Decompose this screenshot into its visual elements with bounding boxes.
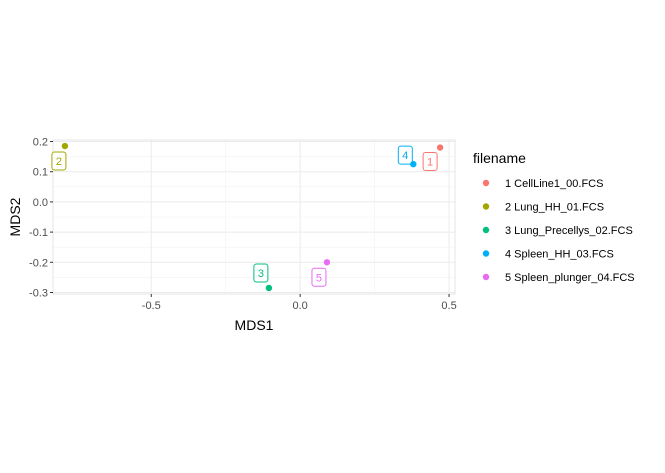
plot-border (52, 139, 456, 295)
point-label-box (311, 267, 327, 287)
plot-panel: 1 2 3 4 5 (51, 139, 456, 295)
legend-item-label: 1 CellLine1_00.FCS (505, 178, 603, 190)
legend-key (482, 250, 490, 257)
point-label-box (422, 152, 438, 172)
x-tick-label: -0.5 (142, 300, 161, 312)
point-label: 2 (56, 156, 62, 168)
y-tick-label: -0.3 (29, 287, 48, 299)
y-tick-label: 0.2 (33, 137, 48, 149)
legend-title: filename (473, 150, 526, 166)
x-tick-label: 0.0 (293, 300, 308, 312)
data-point (436, 144, 444, 151)
y-tick-label: 0.1 (33, 167, 48, 179)
legend-item-label: 3 Lung_Precellys_02.FCS (505, 225, 633, 237)
legend-item-label: 4 Spleen_HH_03.FCS (505, 249, 614, 261)
y-tick-label: 0.0 (33, 197, 48, 209)
y-tick-label: -0.1 (29, 227, 48, 239)
x-axis-ticks: -0.5 0.0 0.5 (142, 294, 457, 312)
data-point (410, 160, 417, 168)
data-point (61, 142, 69, 150)
legend-key (482, 179, 490, 187)
point-label-box (253, 263, 269, 283)
y-axis-title: MDS2 (7, 197, 23, 236)
legend-item-label: 5 Spleen_plunger_04.FCS (505, 272, 635, 284)
point-label-box (51, 151, 67, 171)
point-label-box (397, 145, 413, 165)
data-point (265, 284, 273, 292)
legend-key (482, 273, 490, 281)
x-axis-title: MDS1 (235, 317, 274, 333)
legend-key (482, 226, 490, 234)
point-label: 1 (427, 157, 433, 169)
legend-key (482, 203, 490, 210)
x-tick-label: 0.5 (441, 300, 456, 312)
point-label: 3 (258, 268, 264, 280)
point-label: 4 (402, 150, 408, 162)
legend-item-label: 2 Lung_HH_01.FCS (505, 202, 604, 214)
y-tick-label: -0.2 (29, 257, 48, 269)
y-axis-ticks: -0.3 -0.2 -0.1 0.0 0.1 0.2 (29, 137, 53, 299)
data-point (323, 259, 331, 266)
point-label: 5 (316, 272, 322, 284)
legend: filename 1 CellLine1_00.FCS 2 Lung_HH_01.… (473, 150, 635, 284)
